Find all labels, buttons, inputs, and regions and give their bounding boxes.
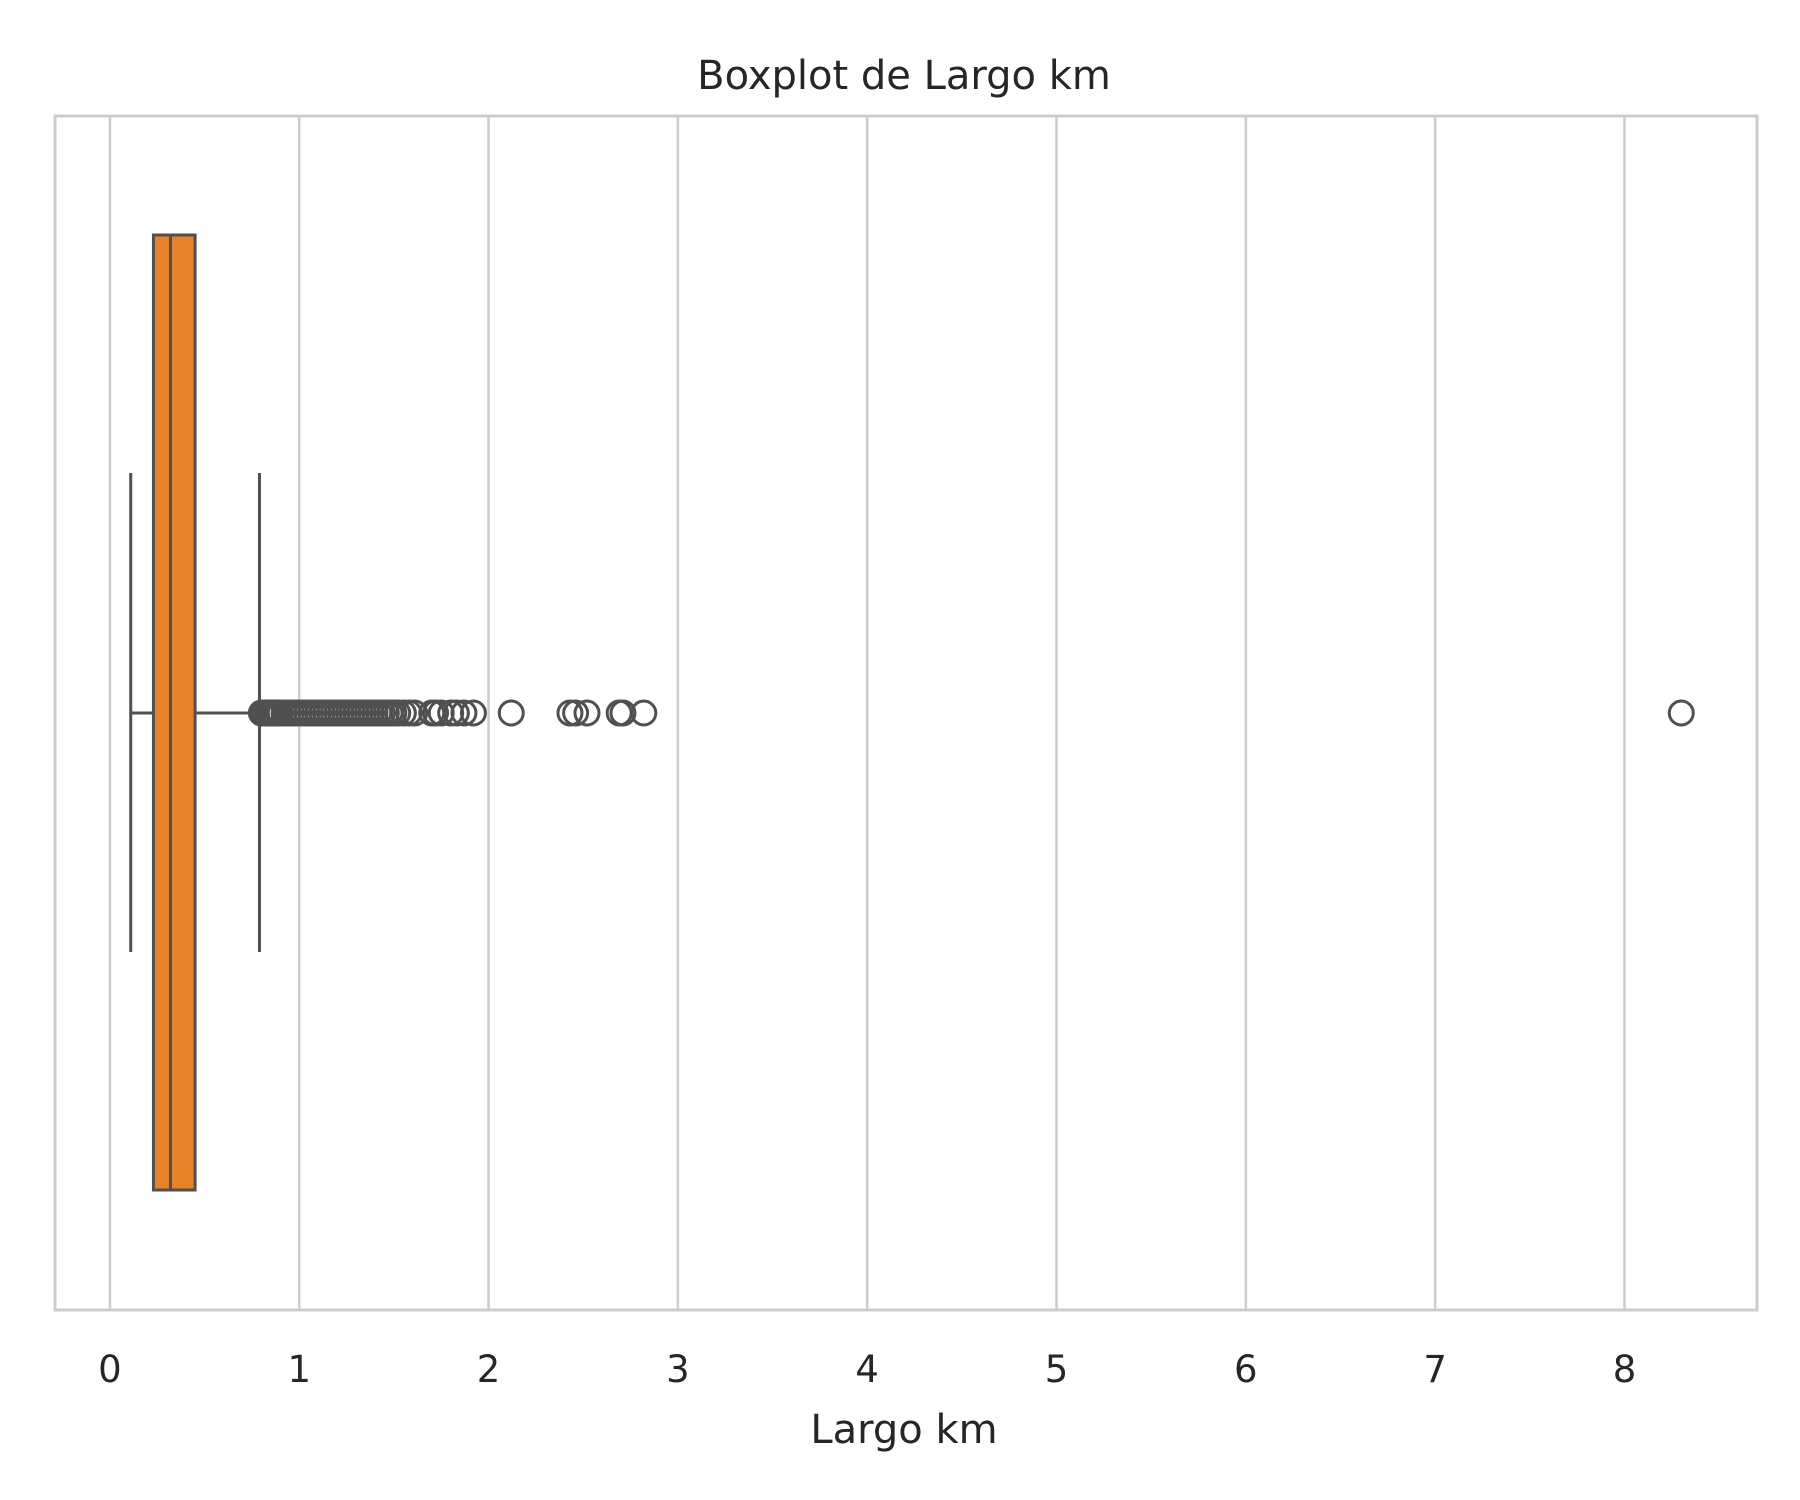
x-tick-label-6: 6 (1234, 1348, 1258, 1391)
x-tick-label-5: 5 (1045, 1348, 1069, 1391)
x-tick-label-4: 4 (855, 1348, 879, 1391)
x-tick-label-7: 7 (1423, 1348, 1447, 1391)
x-axis-label: Largo km (810, 1407, 997, 1453)
outlier-point-59 (1667, 699, 1695, 727)
plot-frame (53, 114, 1759, 1312)
grid-lines (108, 116, 1626, 1310)
outlier-point-54 (562, 699, 590, 727)
outlier-point-49 (442, 699, 470, 727)
x-tick-label-3: 3 (666, 1348, 690, 1391)
outlier-points (247, 699, 1695, 727)
outlier-point-51 (459, 699, 487, 727)
outlier-point-50 (450, 699, 478, 727)
outlier-point-52 (497, 699, 525, 727)
outlier-point-58 (630, 699, 658, 727)
x-tick-label-0: 0 (98, 1348, 122, 1391)
outlier-point-55 (573, 699, 601, 727)
outlier-point-57 (609, 699, 637, 727)
outlier-point-44 (401, 699, 429, 727)
x-tick-label-8: 8 (1613, 1348, 1637, 1391)
x-tick-label-2: 2 (477, 1348, 501, 1391)
chart-title: Boxplot de Largo km (697, 53, 1111, 99)
x-axis-ticks: 0 1 2 3 4 5 6 7 8 (98, 1348, 1636, 1391)
x-tick-label-1: 1 (287, 1348, 311, 1391)
iqr-box (151, 233, 197, 1192)
